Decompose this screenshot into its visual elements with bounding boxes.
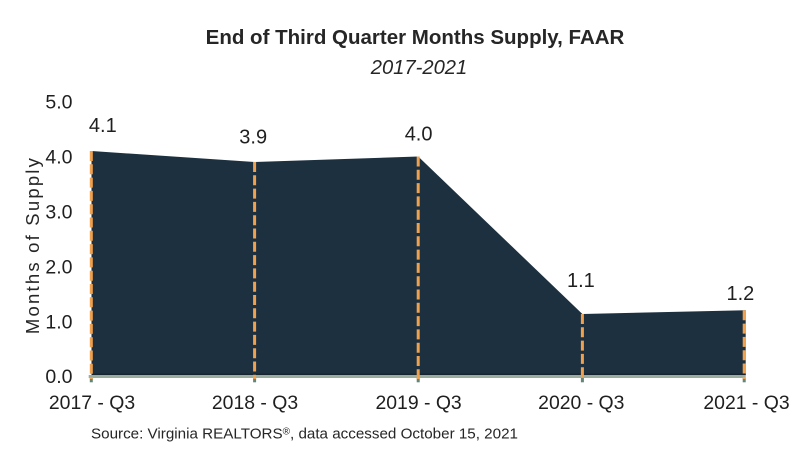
svg-text:5.0: 5.0 xyxy=(45,92,72,114)
svg-text:2021 - Q3: 2021 - Q3 xyxy=(703,392,789,414)
svg-text:2020 - Q3: 2020 - Q3 xyxy=(538,392,624,414)
svg-text:4.1: 4.1 xyxy=(89,115,117,137)
svg-text:2017-2021: 2017-2021 xyxy=(370,57,468,79)
svg-text:1.1: 1.1 xyxy=(567,270,595,292)
svg-text:1.2: 1.2 xyxy=(726,283,754,305)
svg-text:Source: Virginia REALTORS®, da: Source: Virginia REALTORS®, data accesse… xyxy=(91,426,518,443)
svg-text:2018 - Q3: 2018 - Q3 xyxy=(212,392,298,414)
svg-text:2.0: 2.0 xyxy=(45,256,72,278)
svg-text:3.0: 3.0 xyxy=(45,202,72,224)
svg-text:Months of Supply: Months of Supply xyxy=(22,156,43,334)
svg-text:4.0: 4.0 xyxy=(405,124,433,146)
svg-text:4.0: 4.0 xyxy=(45,147,72,169)
svg-text:2019 - Q3: 2019 - Q3 xyxy=(375,392,461,414)
svg-text:End of Third Quarter Months Su: End of Third Quarter Months Supply, FAAR xyxy=(206,26,625,49)
svg-text:2017 - Q3: 2017 - Q3 xyxy=(49,392,135,414)
svg-text:1.0: 1.0 xyxy=(45,311,72,333)
svg-text:0.0: 0.0 xyxy=(45,366,72,388)
svg-text:3.9: 3.9 xyxy=(239,127,267,149)
